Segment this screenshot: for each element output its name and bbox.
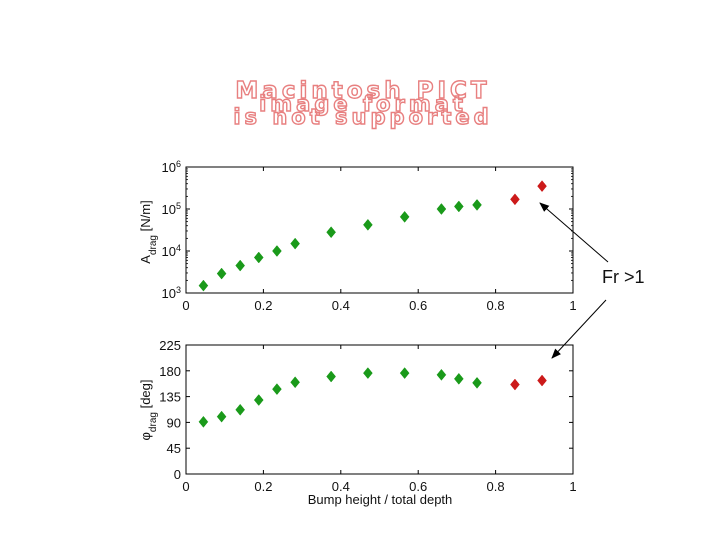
pict-placeholder: Macintosh PICT image format is not suppo… xyxy=(233,77,492,129)
drag-amplitude-chart: 0 0.2 0.4 0.6 0.8 1 103 104 105 106 Adrag [N/m] xyxy=(138,159,577,313)
arrow-to-bottom-chart xyxy=(551,299,607,359)
x-tick-label: 0.8 xyxy=(487,479,505,494)
data-point-diamond xyxy=(216,410,227,423)
data-point-diamond xyxy=(272,245,282,257)
x-tick-label: 1 xyxy=(569,479,576,494)
data-point-diamond xyxy=(253,251,264,264)
data-point-diamond xyxy=(436,203,447,215)
data-point-diamond xyxy=(290,237,300,250)
y-tick-label: 180 xyxy=(159,364,181,379)
data-point-diamond xyxy=(472,376,482,389)
x-ticks: 0 0.2 0.4 0.6 0.8 1 xyxy=(182,167,577,313)
y-ticks: 0 45 90 135 180 225 xyxy=(159,338,573,482)
y-tick-label: 104 xyxy=(162,243,181,259)
y-tick-label: 105 xyxy=(162,201,181,217)
data-point-diamond xyxy=(235,259,246,272)
y-axis-label: φdrag [deg] xyxy=(138,380,159,441)
data-point-diamond xyxy=(454,200,464,213)
x-tick-label: 0.4 xyxy=(332,298,350,313)
data-point-diamond xyxy=(537,180,547,193)
pict-line-3: is not supported xyxy=(233,105,492,129)
pict-line-2: image format xyxy=(259,92,467,116)
data-point-diamond xyxy=(198,415,209,428)
data-points xyxy=(198,180,547,292)
y-tick-label: 103 xyxy=(162,285,181,301)
data-point-diamond xyxy=(537,374,547,387)
plot-frame xyxy=(185,344,574,475)
data-point-diamond xyxy=(363,367,373,379)
data-point-diamond xyxy=(253,394,264,406)
data-points xyxy=(198,367,547,428)
plot-frame xyxy=(185,166,574,294)
x-ticks: 0 0.2 0.4 0.6 0.8 1 xyxy=(182,345,577,494)
y-tick-label: 45 xyxy=(167,441,181,456)
pict-line-1: Macintosh PICT xyxy=(235,78,490,104)
drag-phase-chart: 0 0.2 0.4 0.6 0.8 1 0 45 90 135 180 225 φdrag [deg… xyxy=(138,338,577,507)
data-point-diamond xyxy=(235,403,246,416)
data-point-diamond xyxy=(198,279,209,292)
y-ticks: 103 104 105 106 xyxy=(162,159,573,301)
y-tick-label: 0 xyxy=(174,467,181,482)
data-point-diamond xyxy=(436,368,447,381)
data-point-diamond xyxy=(399,210,410,223)
x-tick-label: 0.2 xyxy=(254,298,272,313)
x-tick-label: 0 xyxy=(182,298,189,313)
data-point-diamond xyxy=(290,376,300,389)
x-tick-label: 0.8 xyxy=(487,298,505,313)
data-point-diamond xyxy=(216,267,227,280)
y-tick-label: 90 xyxy=(167,415,181,430)
data-point-diamond xyxy=(399,367,410,379)
data-point-diamond xyxy=(510,378,520,391)
froude-annotation: Fr >1 xyxy=(539,202,645,359)
data-point-diamond xyxy=(510,193,520,206)
data-point-diamond xyxy=(326,226,336,239)
x-tick-label: 1 xyxy=(569,298,576,313)
x-tick-label: 0 xyxy=(182,479,189,494)
data-point-diamond xyxy=(472,199,482,211)
x-tick-label: 0.2 xyxy=(254,479,272,494)
x-axis-label: Bump height / total depth xyxy=(308,492,453,507)
x-tick-label: 0.6 xyxy=(409,479,427,494)
y-axis-label: Adrag [N/m] xyxy=(138,200,159,263)
arrow-to-top-chart xyxy=(539,202,609,263)
data-point-diamond xyxy=(363,218,373,231)
y-tick-label: 225 xyxy=(159,338,181,353)
data-point-diamond xyxy=(326,370,336,383)
y-tick-label: 106 xyxy=(162,159,181,175)
data-point-diamond xyxy=(454,372,464,385)
x-tick-label: 0.6 xyxy=(409,298,427,313)
froude-label: Fr >1 xyxy=(602,267,645,287)
y-tick-label: 135 xyxy=(159,390,181,405)
data-point-diamond xyxy=(272,383,282,396)
x-tick-label: 0.4 xyxy=(332,479,350,494)
